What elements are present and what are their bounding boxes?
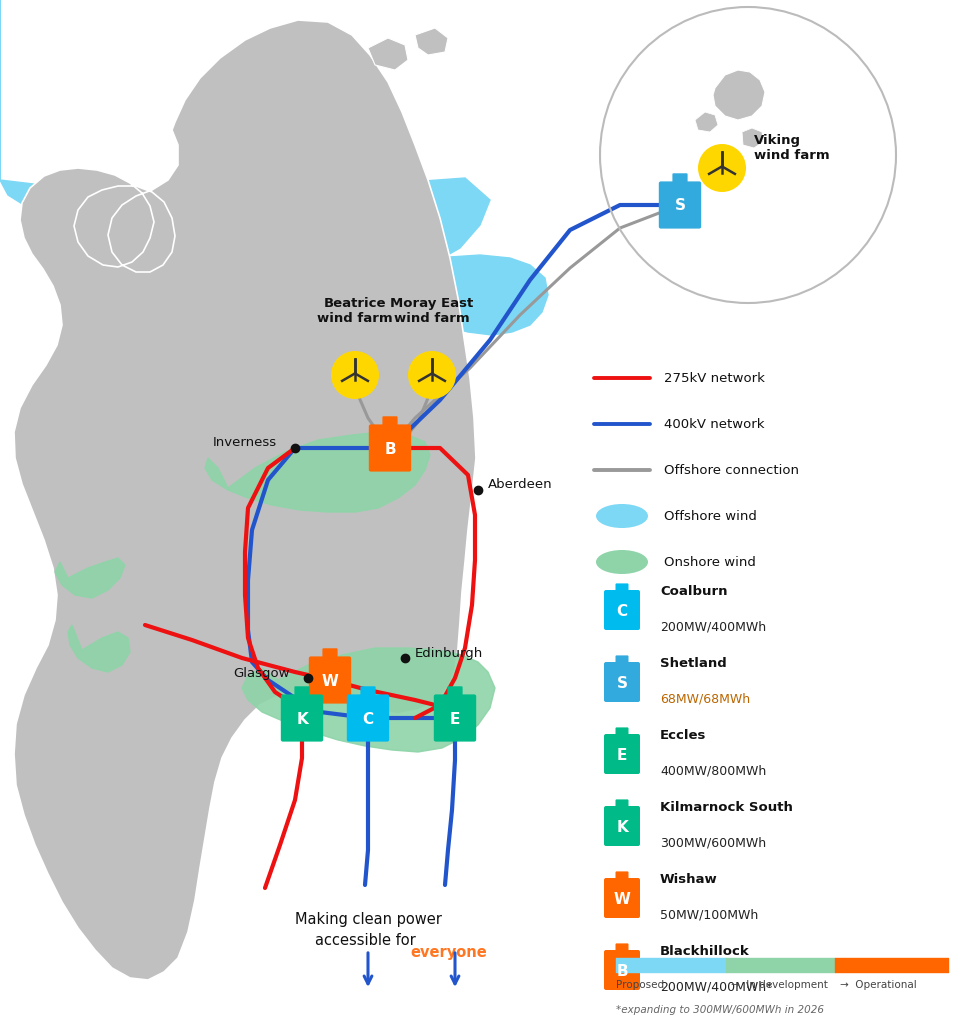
Text: 275kV network: 275kV network (664, 372, 765, 384)
Text: 200MW/400MWh*: 200MW/400MWh* (660, 980, 773, 993)
Text: *expanding to 300MW/600MWh in 2026: *expanding to 300MW/600MWh in 2026 (616, 1005, 824, 1015)
Text: 68MW/68MWh: 68MW/68MWh (660, 692, 750, 705)
Ellipse shape (596, 550, 648, 574)
FancyBboxPatch shape (672, 173, 688, 184)
Text: Offshore wind: Offshore wind (664, 510, 757, 522)
Polygon shape (368, 38, 408, 70)
Text: S: S (674, 199, 686, 213)
Ellipse shape (596, 504, 648, 528)
Text: Wishaw: Wishaw (660, 873, 718, 886)
FancyBboxPatch shape (323, 648, 338, 659)
Circle shape (698, 144, 746, 193)
FancyBboxPatch shape (604, 662, 640, 702)
FancyBboxPatch shape (659, 181, 701, 228)
Text: W: W (322, 674, 338, 688)
Text: 400kV network: 400kV network (664, 418, 765, 430)
Text: Shetland: Shetland (660, 657, 727, 670)
Text: K: K (616, 819, 627, 835)
Text: Onshore wind: Onshore wind (664, 555, 755, 568)
Text: K: K (296, 712, 308, 726)
Text: Making clean power
accessible for: Making clean power accessible for (294, 912, 441, 948)
FancyBboxPatch shape (616, 655, 628, 665)
Text: Offshore connection: Offshore connection (664, 464, 799, 476)
Polygon shape (695, 112, 718, 132)
Text: 300MW/600MWh: 300MW/600MWh (660, 836, 766, 849)
FancyBboxPatch shape (447, 686, 462, 697)
Text: 200MW/400MWh: 200MW/400MWh (660, 620, 766, 633)
Text: 400MW/800MWh: 400MW/800MWh (660, 764, 766, 777)
Text: Glasgow: Glasgow (234, 667, 290, 680)
Text: Edinburgh: Edinburgh (415, 646, 483, 659)
Text: B: B (616, 964, 627, 979)
FancyBboxPatch shape (347, 694, 390, 741)
Polygon shape (268, 255, 548, 335)
Text: C: C (363, 712, 373, 726)
Text: S: S (617, 676, 627, 690)
Polygon shape (742, 128, 763, 148)
FancyBboxPatch shape (616, 943, 628, 953)
Polygon shape (55, 558, 125, 598)
FancyBboxPatch shape (604, 878, 640, 918)
Text: Inverness: Inverness (213, 436, 277, 450)
FancyBboxPatch shape (369, 424, 412, 472)
Text: →  In development: → In development (731, 980, 827, 990)
Text: E: E (450, 712, 460, 726)
Polygon shape (242, 648, 495, 752)
Text: W: W (613, 892, 630, 906)
Text: E: E (617, 748, 627, 763)
FancyBboxPatch shape (281, 694, 323, 741)
Polygon shape (713, 70, 765, 120)
Text: B: B (384, 441, 395, 457)
FancyBboxPatch shape (616, 871, 628, 881)
FancyBboxPatch shape (382, 417, 397, 427)
Text: Beatrice
wind farm: Beatrice wind farm (317, 297, 393, 325)
Text: Viking
wind farm: Viking wind farm (754, 134, 830, 162)
FancyBboxPatch shape (294, 686, 309, 697)
Polygon shape (205, 432, 430, 512)
Text: 50MW/100MWh: 50MW/100MWh (660, 908, 758, 921)
Circle shape (331, 351, 379, 399)
Text: Coalburn: Coalburn (660, 585, 728, 598)
Polygon shape (415, 28, 448, 55)
Text: →  Operational: → Operational (840, 980, 917, 990)
Text: Proposed: Proposed (616, 980, 664, 990)
FancyBboxPatch shape (434, 694, 477, 741)
Polygon shape (68, 625, 130, 672)
Text: Aberdeen: Aberdeen (488, 478, 553, 492)
FancyBboxPatch shape (604, 950, 640, 990)
Polygon shape (14, 20, 476, 980)
Text: Moray East
wind farm: Moray East wind farm (391, 297, 474, 325)
FancyBboxPatch shape (616, 727, 628, 737)
Text: C: C (616, 603, 627, 618)
Text: everyone: everyone (410, 944, 487, 959)
Text: Eccles: Eccles (660, 729, 707, 742)
Circle shape (408, 351, 456, 399)
Polygon shape (0, 0, 490, 270)
FancyBboxPatch shape (604, 806, 640, 846)
FancyBboxPatch shape (616, 800, 628, 809)
Text: Kilmarnock South: Kilmarnock South (660, 801, 793, 814)
FancyBboxPatch shape (604, 734, 640, 774)
FancyBboxPatch shape (604, 590, 640, 630)
FancyBboxPatch shape (360, 686, 375, 697)
FancyBboxPatch shape (616, 584, 628, 593)
Text: Blackhillock: Blackhillock (660, 945, 750, 958)
FancyBboxPatch shape (308, 656, 351, 703)
